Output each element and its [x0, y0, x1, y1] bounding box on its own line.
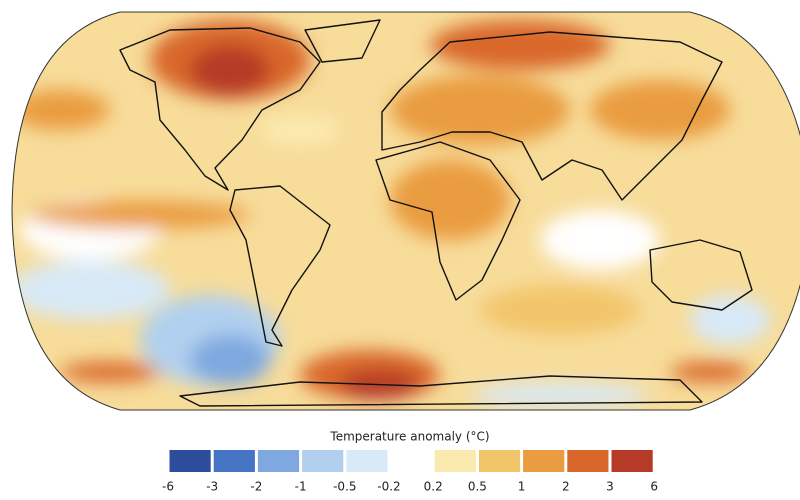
- coast-greenland: [304, 19, 381, 63]
- legend-tick-label: 0.2: [424, 480, 443, 494]
- coast-australia: [649, 239, 753, 311]
- legend-swatch: [523, 450, 565, 472]
- coast-eurasia: [381, 31, 723, 201]
- legend-tick-label: 3: [606, 480, 614, 494]
- legend-swatch: [478, 450, 521, 472]
- legend-swatch: [346, 450, 388, 472]
- legend-tick-label: 0.5: [468, 480, 487, 494]
- legend-tick-label: -3: [206, 480, 218, 494]
- anomaly-patches: [12, 20, 770, 407]
- coast-antarctica: [179, 375, 703, 407]
- coast-africa: [375, 141, 521, 301]
- legend-tick-label: 1: [518, 480, 526, 494]
- coast-north-america: [119, 27, 321, 191]
- legend-swatch: [611, 450, 653, 472]
- legend-tick-label: -2: [250, 480, 262, 494]
- coast-south-america: [229, 185, 331, 347]
- legend-swatch: [567, 450, 609, 472]
- legend-title: Temperature anomaly (°C): [329, 430, 489, 444]
- legend-swatch: [169, 450, 211, 472]
- legend-tick-label: -6: [162, 480, 174, 494]
- legend-tick-label: -1: [295, 480, 307, 494]
- legend-tick-label: 2: [562, 480, 570, 494]
- anomaly-field: [12, 12, 800, 410]
- legend-tick-label: -0.5: [333, 480, 356, 494]
- coastlines: [119, 19, 753, 407]
- colorbar: -6 -3 -2 -1 -0.5 -0.2 0.2 0.5 1 2 3 6: [162, 450, 658, 494]
- legend-swatch: [257, 450, 300, 472]
- map-border: [11, 11, 800, 411]
- legend-swatch: [213, 450, 255, 472]
- legend-swatch: [390, 450, 432, 472]
- legend-tick-label: 6: [650, 480, 658, 494]
- legend-tick-label: -0.2: [377, 480, 400, 494]
- legend-swatch: [302, 450, 344, 472]
- legend-swatch: [434, 450, 476, 472]
